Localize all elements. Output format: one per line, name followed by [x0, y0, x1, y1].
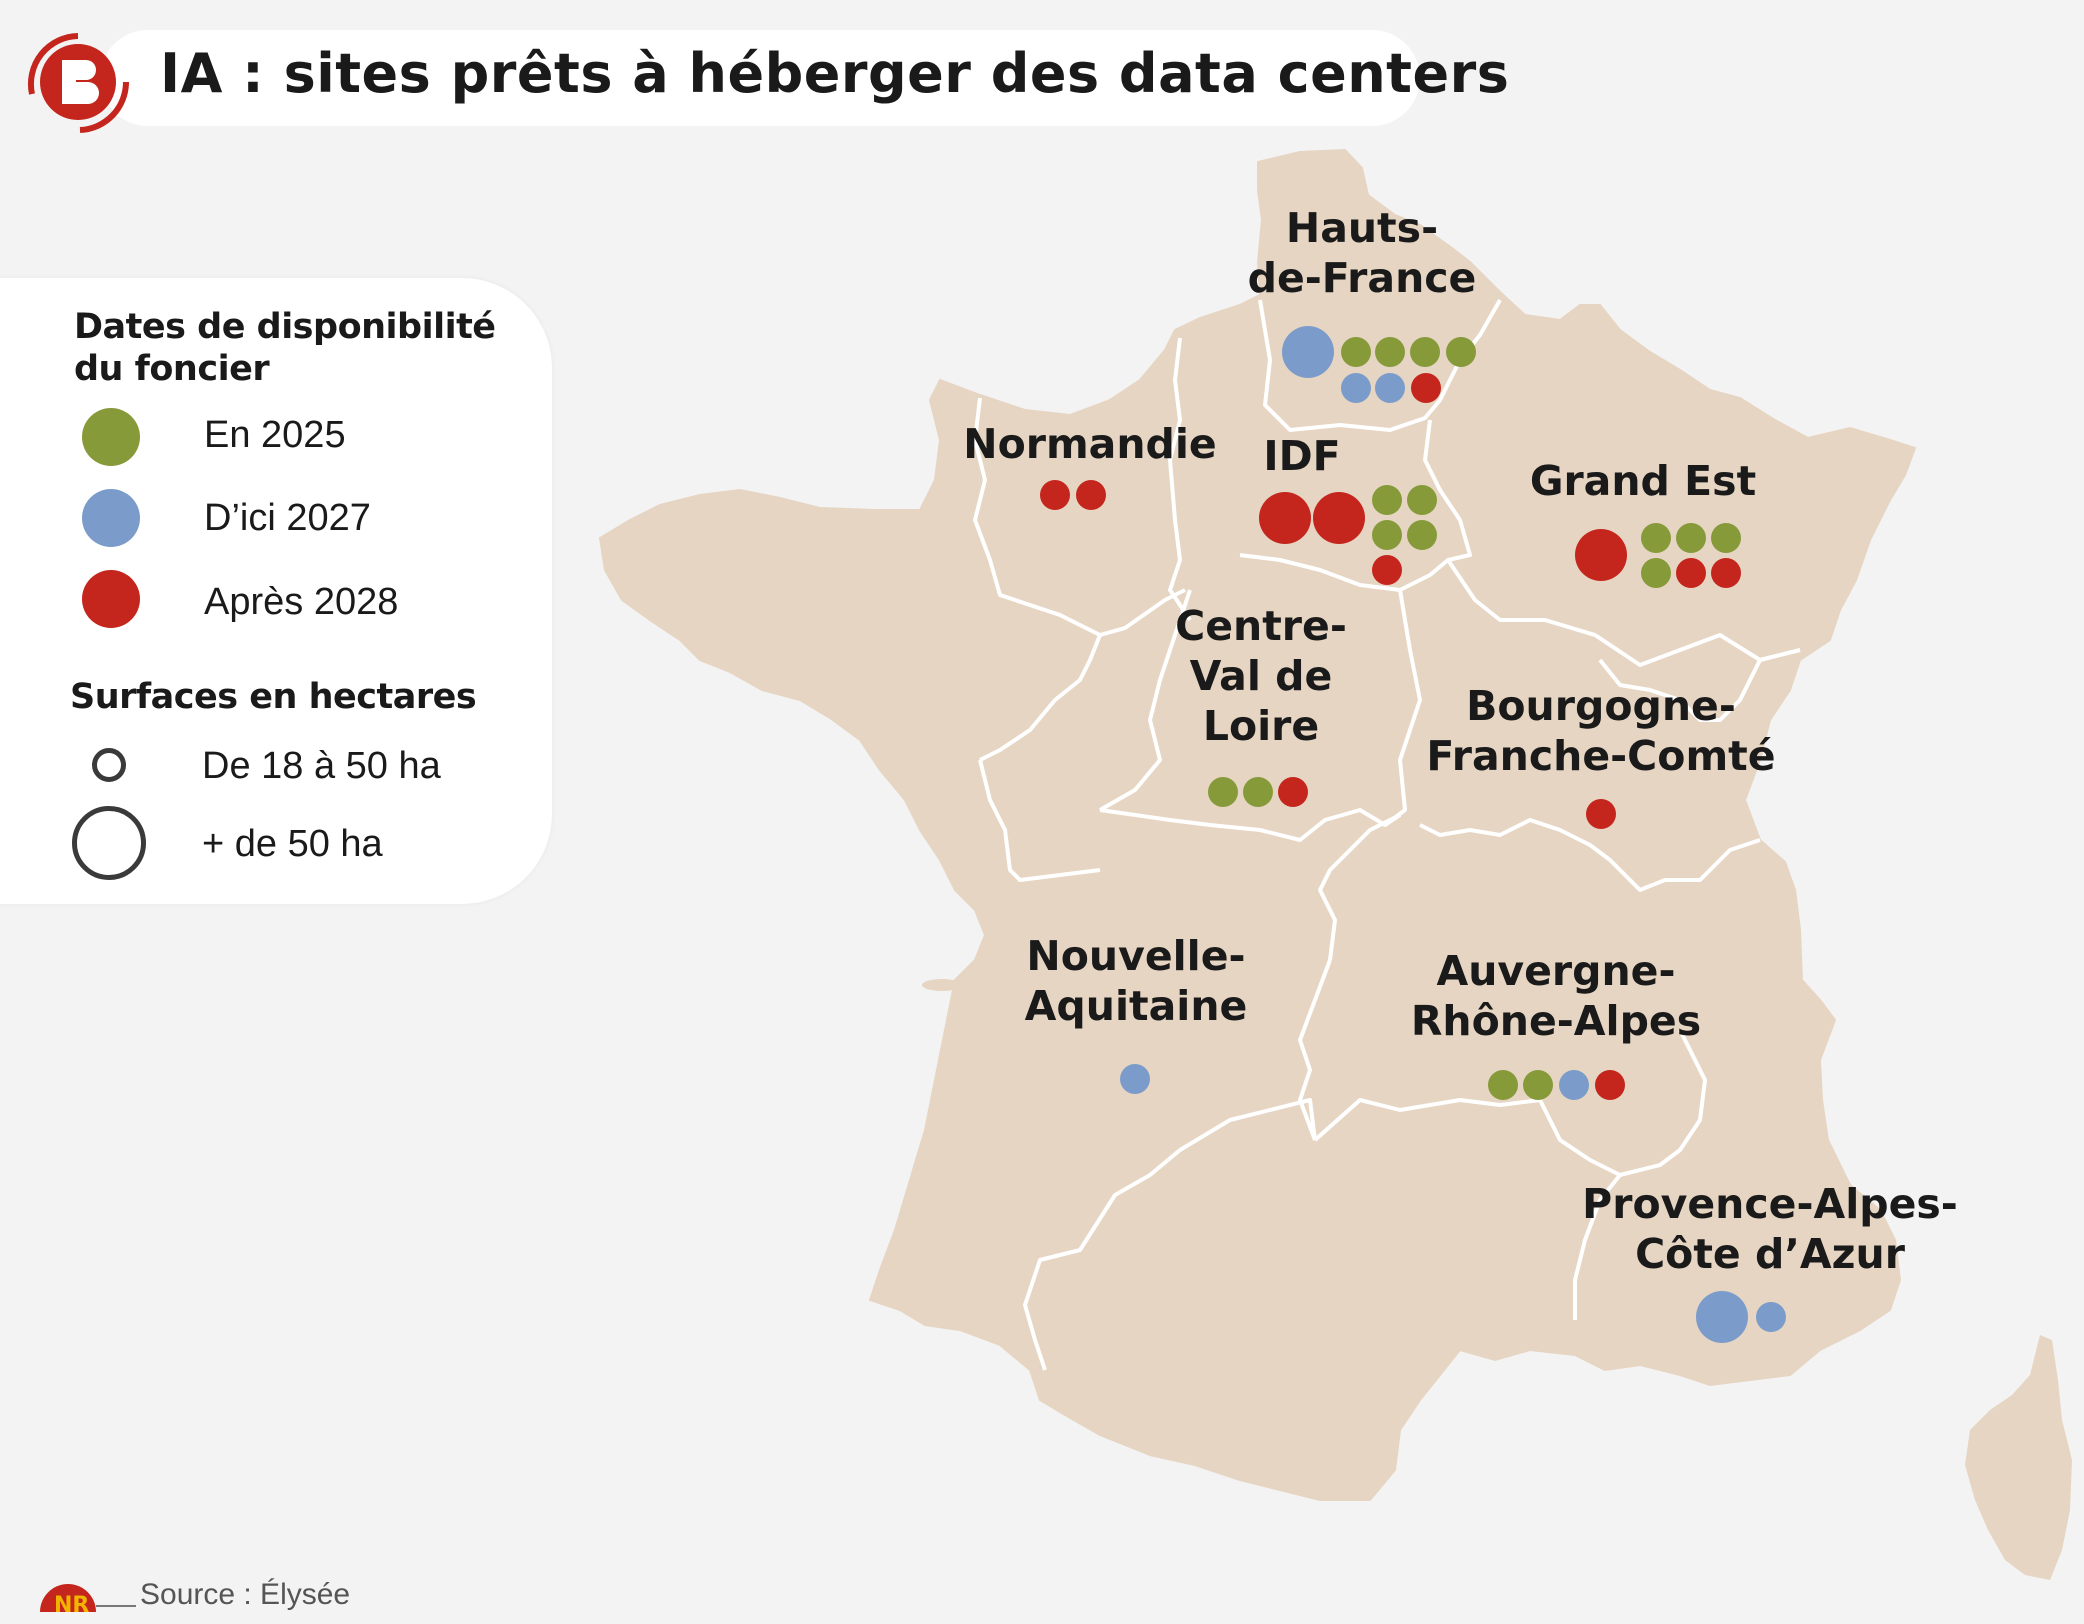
legend-ring-large	[72, 806, 146, 880]
region-label-grand-est-line1: Grand Est	[1530, 457, 1756, 505]
site-marker-auvergne-rhone-alpes-3	[1559, 1070, 1589, 1100]
site-marker-grand-est-4	[1711, 523, 1741, 553]
region-borders	[973, 299, 1801, 1371]
region-label-hauts-de-france-line1: Hauts-	[1286, 204, 1438, 252]
site-marker-idf-1	[1259, 492, 1311, 544]
region-idf: IDF	[1259, 432, 1437, 585]
nr-logo-icon: NR	[40, 1584, 96, 1616]
region-label-centre-val-de-loire-line2: Val de	[1190, 652, 1333, 700]
region-nouvelle-aquitaine: Nouvelle-Aquitaine	[1025, 932, 1248, 1094]
region-hauts-de-france: Hauts-de-France	[1248, 204, 1477, 403]
site-marker-grand-est-5	[1641, 558, 1671, 588]
region-label-centre-val-de-loire-line3: Loire	[1203, 702, 1319, 750]
region-label-hauts-de-france-line2: de-France	[1248, 254, 1477, 302]
region-label-nouvelle-aquitaine-line1: Nouvelle-	[1026, 932, 1245, 980]
site-marker-auvergne-rhone-alpes-1	[1488, 1070, 1518, 1100]
title-bar	[100, 30, 1420, 126]
site-marker-hauts-de-france-1	[1282, 326, 1334, 378]
legend-label-2027: D’ici 2027	[204, 497, 371, 539]
legend-ring-small	[92, 748, 126, 782]
legend-dot-2027	[82, 489, 140, 547]
mainland-france	[598, 148, 1917, 1501]
site-marker-grand-est-1	[1575, 529, 1627, 581]
region-bourgogne-franche-comte: Bourgogne-Franche-Comté	[1426, 682, 1776, 829]
site-marker-centre-val-de-loire-1	[1208, 777, 1238, 807]
region-label-bourgogne-franche-comte-line2: Franche-Comté	[1426, 732, 1775, 780]
site-marker-idf-4	[1407, 485, 1437, 515]
ile-d-oleron	[945, 1015, 959, 1075]
region-label-auvergne-rhone-alpes-line1: Auvergne-	[1436, 947, 1675, 995]
legend-dates-heading-line1: Dates de disponibilité	[74, 307, 496, 347]
site-marker-idf-2	[1313, 492, 1365, 544]
source-divider	[96, 1605, 136, 1607]
lr-logo-icon	[27, 33, 130, 133]
site-marker-idf-7	[1372, 555, 1402, 585]
region-label-provence-alpes-cote-d-azur-line1: Provence-Alpes-	[1582, 1180, 1958, 1228]
region-label-bourgogne-franche-comte-line1: Bourgogne-	[1466, 682, 1736, 730]
site-marker-hauts-de-france-8	[1411, 373, 1441, 403]
site-marker-bourgogne-franche-comte-1	[1586, 799, 1616, 829]
site-marker-provence-alpes-cote-d-azur-2	[1756, 1302, 1786, 1332]
site-marker-grand-est-2	[1641, 523, 1671, 553]
site-marker-centre-val-de-loire-2	[1243, 777, 1273, 807]
page-title: IA : sites prêts à héberger des data cen…	[160, 42, 1510, 105]
region-normandie: Normandie	[963, 420, 1217, 510]
site-marker-grand-est-3	[1676, 523, 1706, 553]
legend-label-2025: En 2025	[204, 414, 346, 456]
site-marker-idf-6	[1407, 520, 1437, 550]
ile-de-re	[922, 979, 962, 991]
region-grand-est: Grand Est	[1530, 457, 1756, 588]
source-note: Source : Élysée	[140, 1578, 351, 1611]
site-marker-centre-val-de-loire-3	[1278, 777, 1308, 807]
region-label-nouvelle-aquitaine-line2: Aquitaine	[1025, 982, 1248, 1030]
site-marker-hauts-de-france-2	[1341, 337, 1371, 367]
site-marker-normandie-1	[1040, 480, 1070, 510]
site-marker-idf-5	[1372, 520, 1402, 550]
site-marker-auvergne-rhone-alpes-2	[1523, 1070, 1553, 1100]
site-marker-hauts-de-france-4	[1410, 337, 1440, 367]
legend-label-2028: Après 2028	[204, 581, 399, 623]
site-marker-grand-est-7	[1711, 558, 1741, 588]
site-marker-auvergne-rhone-alpes-4	[1595, 1070, 1625, 1100]
legend-dates-heading: Dates de disponibilité du foncier	[74, 306, 496, 390]
region-auvergne-rhone-alpes: Auvergne-Rhône-Alpes	[1411, 947, 1701, 1100]
svg-text:NR: NR	[54, 1593, 89, 1616]
legend-label-large: + de 50 ha	[202, 823, 383, 865]
site-marker-nouvelle-aquitaine-1	[1120, 1064, 1150, 1094]
region-label-provence-alpes-cote-d-azur-line2: Côte d’Azur	[1635, 1230, 1906, 1278]
site-marker-hauts-de-france-7	[1375, 373, 1405, 403]
region-label-centre-val-de-loire-line1: Centre-	[1175, 602, 1347, 650]
site-marker-provence-alpes-cote-d-azur-1	[1696, 1291, 1748, 1343]
site-marker-normandie-2	[1076, 480, 1106, 510]
site-marker-hauts-de-france-5	[1446, 337, 1476, 367]
site-marker-hauts-de-france-3	[1375, 337, 1405, 367]
site-marker-hauts-de-france-6	[1341, 373, 1371, 403]
region-provence-alpes-cote-d-azur: Provence-Alpes-Côte d’Azur	[1582, 1180, 1958, 1343]
region-label-auvergne-rhone-alpes-line2: Rhône-Alpes	[1411, 997, 1701, 1045]
legend-surfaces-heading: Surfaces en hectares	[70, 677, 477, 717]
region-label-idf-line1: IDF	[1263, 432, 1340, 480]
site-marker-idf-3	[1372, 485, 1402, 515]
site-marker-grand-est-6	[1676, 558, 1706, 588]
legend-label-small: De 18 à 50 ha	[202, 745, 441, 787]
region-label-normandie-line1: Normandie	[963, 420, 1217, 468]
legend-dates-heading-line2: du foncier	[74, 349, 270, 389]
corsica	[1965, 1335, 2072, 1580]
legend-dot-2025	[82, 408, 140, 466]
legend-dot-2028	[82, 570, 140, 628]
